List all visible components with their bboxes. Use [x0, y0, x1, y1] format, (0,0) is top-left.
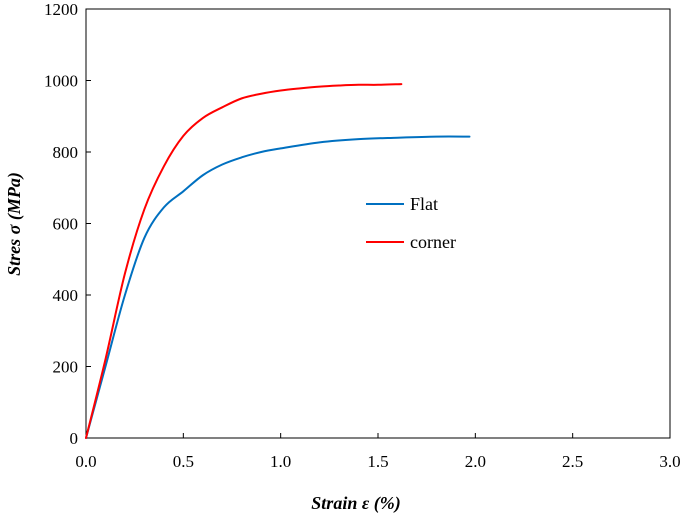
y-axis-title: Stres σ (MPa) — [4, 172, 25, 276]
plot-area — [85, 8, 671, 439]
x-tick-label: 3.0 — [659, 452, 680, 471]
x-tick-label: 1.0 — [270, 452, 291, 471]
x-tick-label: 2.0 — [465, 452, 486, 471]
x-axis-title: Strain ε (%) — [311, 493, 400, 514]
y-tick-label: 600 — [53, 215, 79, 234]
series-line-corner — [85, 83, 403, 439]
legend: Flat corner — [366, 194, 456, 252]
legend-label: Flat — [410, 194, 438, 214]
series-layer — [85, 83, 471, 439]
y-tick-label: 1200 — [44, 0, 78, 19]
y-tick-label: 0 — [70, 429, 79, 448]
series-line-flat — [85, 135, 471, 439]
y-tick-label: 200 — [53, 358, 79, 377]
y-tick-label: 400 — [53, 286, 79, 305]
y-tick-label: 1000 — [44, 72, 78, 91]
x-tick-label: 1.5 — [367, 452, 388, 471]
x-tick-label: 2.5 — [562, 452, 583, 471]
x-tick-label: 0.0 — [75, 452, 96, 471]
legend-label: corner — [410, 232, 456, 252]
x-axis-ticks: 0.0 0.5 1.0 1.5 2.0 2.5 3.0 — [75, 433, 681, 471]
y-tick-label: 800 — [53, 143, 79, 162]
x-tick-label: 0.5 — [173, 452, 194, 471]
y-axis-ticks: 0 200 400 600 800 1000 1200 — [44, 0, 91, 448]
